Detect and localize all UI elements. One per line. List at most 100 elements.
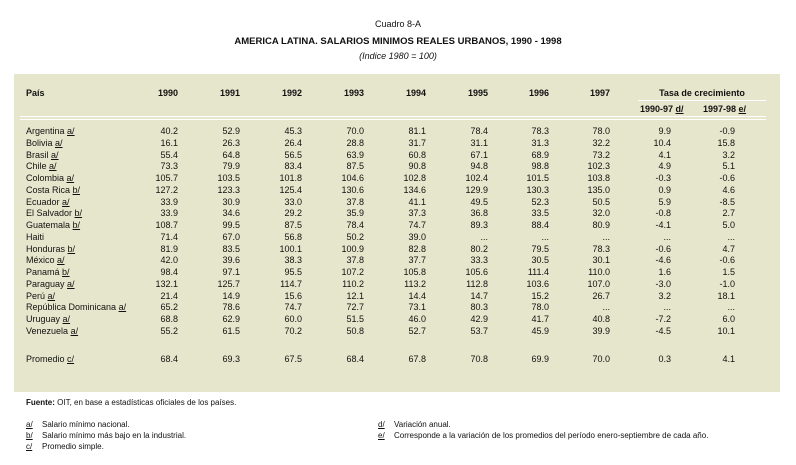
cell: 132.1 — [155, 278, 178, 289]
country-name: Costa Rica — [26, 184, 71, 195]
cell: 29.2 — [284, 208, 302, 219]
cell: 68.4 — [160, 354, 178, 364]
note-text: Variación anual. — [394, 420, 451, 429]
note-text: Salario mínimo nacional. — [42, 420, 130, 429]
cell: 53.7 — [470, 325, 488, 336]
country-name: Colombia — [26, 173, 65, 183]
note-text: Salario mínimo más bajo en la industrial… — [42, 431, 187, 440]
rule — [20, 116, 766, 117]
cell: 40.2 — [160, 126, 178, 136]
cell: 78.3 — [592, 243, 610, 254]
country-name: México — [26, 255, 55, 266]
cell: 50.5 — [592, 196, 610, 207]
row-label: Honduras b/ — [26, 244, 75, 255]
note-mark: a/ — [26, 420, 33, 429]
row-label: Guatemala b/ — [26, 220, 80, 231]
cell: 41.1 — [408, 196, 426, 207]
cell: 37.8 — [346, 255, 364, 266]
cell: 82.8 — [408, 243, 426, 254]
note-mark: b/ — [72, 220, 81, 230]
column-header: 1990-97 d/ — [640, 104, 684, 115]
cell: 49.5 — [470, 196, 488, 207]
cell: 68.4 — [346, 354, 364, 364]
cell: -8.5 — [719, 196, 735, 207]
row-label: Paraguay a/ — [26, 279, 75, 290]
cell: 39.9 — [592, 325, 610, 336]
note-mark: a/ — [67, 126, 75, 136]
cell: 26.3 — [222, 137, 240, 148]
cell: 103.6 — [526, 278, 549, 289]
cell: 28.8 — [346, 137, 364, 148]
subtitle: (Indice 1980 = 100) — [359, 51, 437, 61]
cell: 10.4 — [653, 137, 671, 148]
cell: 72.7 — [346, 302, 364, 313]
cell: 125.7 — [217, 278, 240, 289]
cell: 114.7 — [280, 278, 302, 289]
cell: 55.2 — [160, 325, 178, 336]
cell: 55.4 — [160, 149, 178, 160]
cell: 125.4 — [279, 184, 302, 195]
row-label: Colombia a/ — [26, 173, 74, 184]
cell: ... — [663, 302, 671, 313]
country-name: Uruguay — [26, 314, 61, 324]
rule — [20, 119, 766, 120]
cell: 50.8 — [346, 325, 364, 336]
cell: 16.1 — [160, 137, 178, 148]
cell: 130.3 — [526, 184, 549, 195]
cell: 50.2 — [346, 231, 364, 242]
cell: 33.3 — [470, 255, 488, 266]
cell: 14.7 — [470, 290, 488, 301]
cell: 79.5 — [531, 243, 549, 254]
cell: 32.2 — [592, 137, 610, 148]
column-label: 1990-97 — [640, 104, 674, 114]
cell: 26.4 — [284, 137, 302, 148]
cell: 100.1 — [279, 243, 302, 254]
column-header: 1996 — [528, 88, 549, 98]
cell: -0.6 — [719, 173, 735, 183]
cell: 4.1 — [722, 354, 735, 364]
cell: 35.9 — [346, 208, 364, 219]
cell: 4.7 — [722, 243, 735, 254]
column-header: 1994 — [405, 88, 426, 98]
cell: 78.4 — [346, 220, 364, 230]
row-label: República Dominicana a/ — [26, 302, 126, 313]
country-name: Panamá — [26, 267, 60, 277]
cell: 4.1 — [658, 149, 671, 160]
country-name: Perú — [26, 290, 46, 301]
note-mark: a/ — [47, 290, 56, 301]
note-mark: a/ — [62, 314, 71, 324]
cell: 79.9 — [222, 161, 240, 172]
cell: 5.0 — [722, 220, 735, 230]
cell: 14.4 — [408, 290, 426, 301]
cell: 4.6 — [722, 184, 735, 195]
country-name: Chile — [26, 161, 47, 172]
cell: 70.0 — [346, 126, 364, 136]
cell: 97.1 — [222, 267, 240, 277]
cell: 94.8 — [470, 161, 488, 172]
cell: 4.9 — [658, 161, 671, 172]
cell: 70.0 — [592, 354, 610, 364]
row-label: Venezuela a/ — [26, 326, 78, 337]
cell: 34.6 — [222, 208, 240, 219]
cell: 67.5 — [284, 354, 302, 364]
note-mark: e/ — [738, 104, 747, 114]
cell: 37.7 — [408, 255, 426, 266]
row-label: Bolivia a/ — [26, 138, 63, 149]
cell: 101.8 — [279, 173, 302, 183]
cell: -0.6 — [719, 255, 735, 266]
cell: 5.9 — [658, 196, 671, 207]
cell: 63.9 — [346, 149, 364, 160]
cell: 21.4 — [160, 290, 178, 301]
cell: 89.3 — [470, 220, 488, 230]
cell: 64.8 — [222, 149, 240, 160]
note-mark: b/ — [72, 184, 81, 195]
cell: 98.8 — [531, 161, 549, 172]
row-label: Brasil a/ — [26, 150, 59, 161]
cell: 101.5 — [526, 173, 549, 183]
cell: 68.9 — [531, 149, 549, 160]
cell: 46.0 — [408, 314, 426, 324]
cell: 52.7 — [408, 325, 426, 336]
cell: 30.9 — [222, 196, 240, 207]
column-header: 1997-98 e/ — [703, 104, 746, 115]
